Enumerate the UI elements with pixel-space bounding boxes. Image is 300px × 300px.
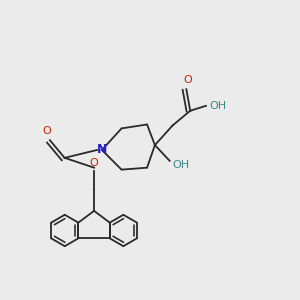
Text: N: N: [97, 142, 107, 155]
Text: O: O: [183, 75, 192, 85]
Text: O: O: [43, 126, 51, 136]
Text: OH: OH: [172, 160, 190, 170]
Text: O: O: [90, 158, 98, 168]
Text: OH: OH: [210, 101, 227, 111]
